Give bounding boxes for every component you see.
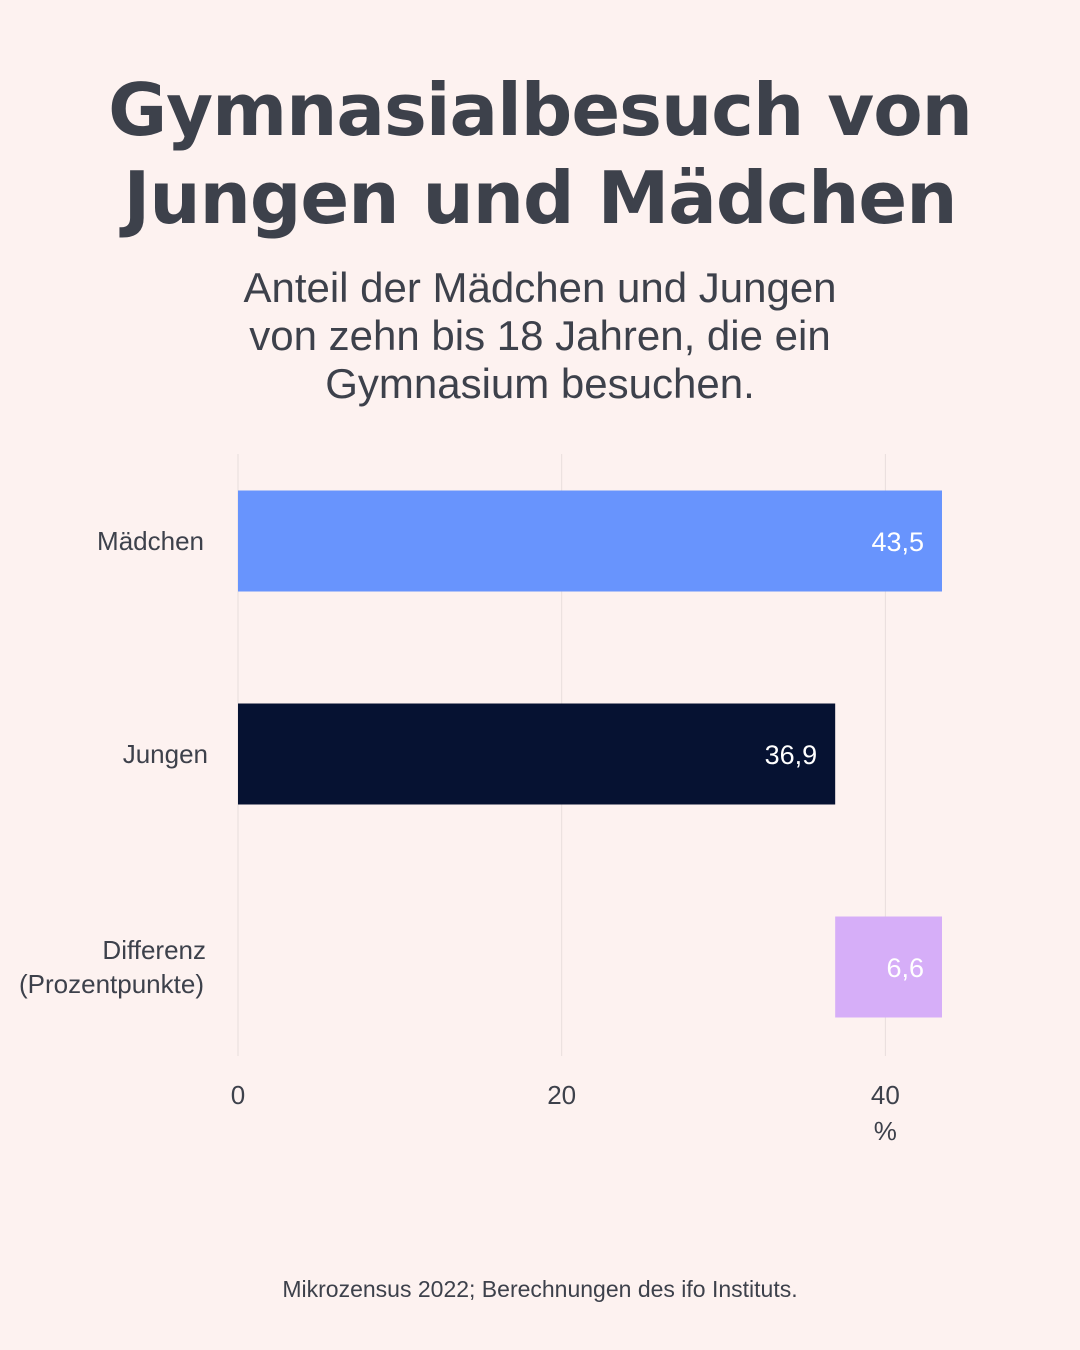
x-tick-label: 0 xyxy=(231,1080,245,1110)
bar-chart: 43,5 36,9 6,6 Mädchen Jungen Differenz (Prozen… xyxy=(19,454,942,1146)
chart-title-line: Gymnasialbesuch von xyxy=(108,68,973,152)
bar xyxy=(238,490,942,592)
chart-subtitle: Anteil der Mädchen und Jungen von zehn b… xyxy=(0,264,1080,408)
bar-value-label: 36,9 xyxy=(765,740,818,770)
bar xyxy=(238,703,836,805)
chart-title-line: Jungen und Mädchen xyxy=(123,156,958,240)
chart-title: Gymnasialbesuch von Jungen und Mädchen xyxy=(0,66,1080,242)
chart-subtitle-line: Anteil der Mädchen und Jungen xyxy=(243,264,837,311)
bar-value-label: 43,5 xyxy=(871,527,924,557)
x-unit-label: % xyxy=(874,1116,897,1146)
category-label: (Prozentpunkte) xyxy=(19,969,204,999)
bar xyxy=(835,916,942,1018)
category-label: Jungen xyxy=(123,739,208,769)
chart-subtitle-line: Gymnasium besuchen. xyxy=(325,360,755,407)
source-footer: Mikrozensus 2022; Berechnungen des ifo I… xyxy=(282,1276,798,1302)
category-label: Mädchen xyxy=(97,526,204,556)
x-tick-label: 40 xyxy=(871,1080,900,1110)
x-tick-label: 20 xyxy=(547,1080,576,1110)
category-label: Differenz xyxy=(102,935,206,965)
chart-subtitle-line: von zehn bis 18 Jahren, die ein xyxy=(249,312,831,359)
bar-value-label: 6,6 xyxy=(886,953,924,983)
